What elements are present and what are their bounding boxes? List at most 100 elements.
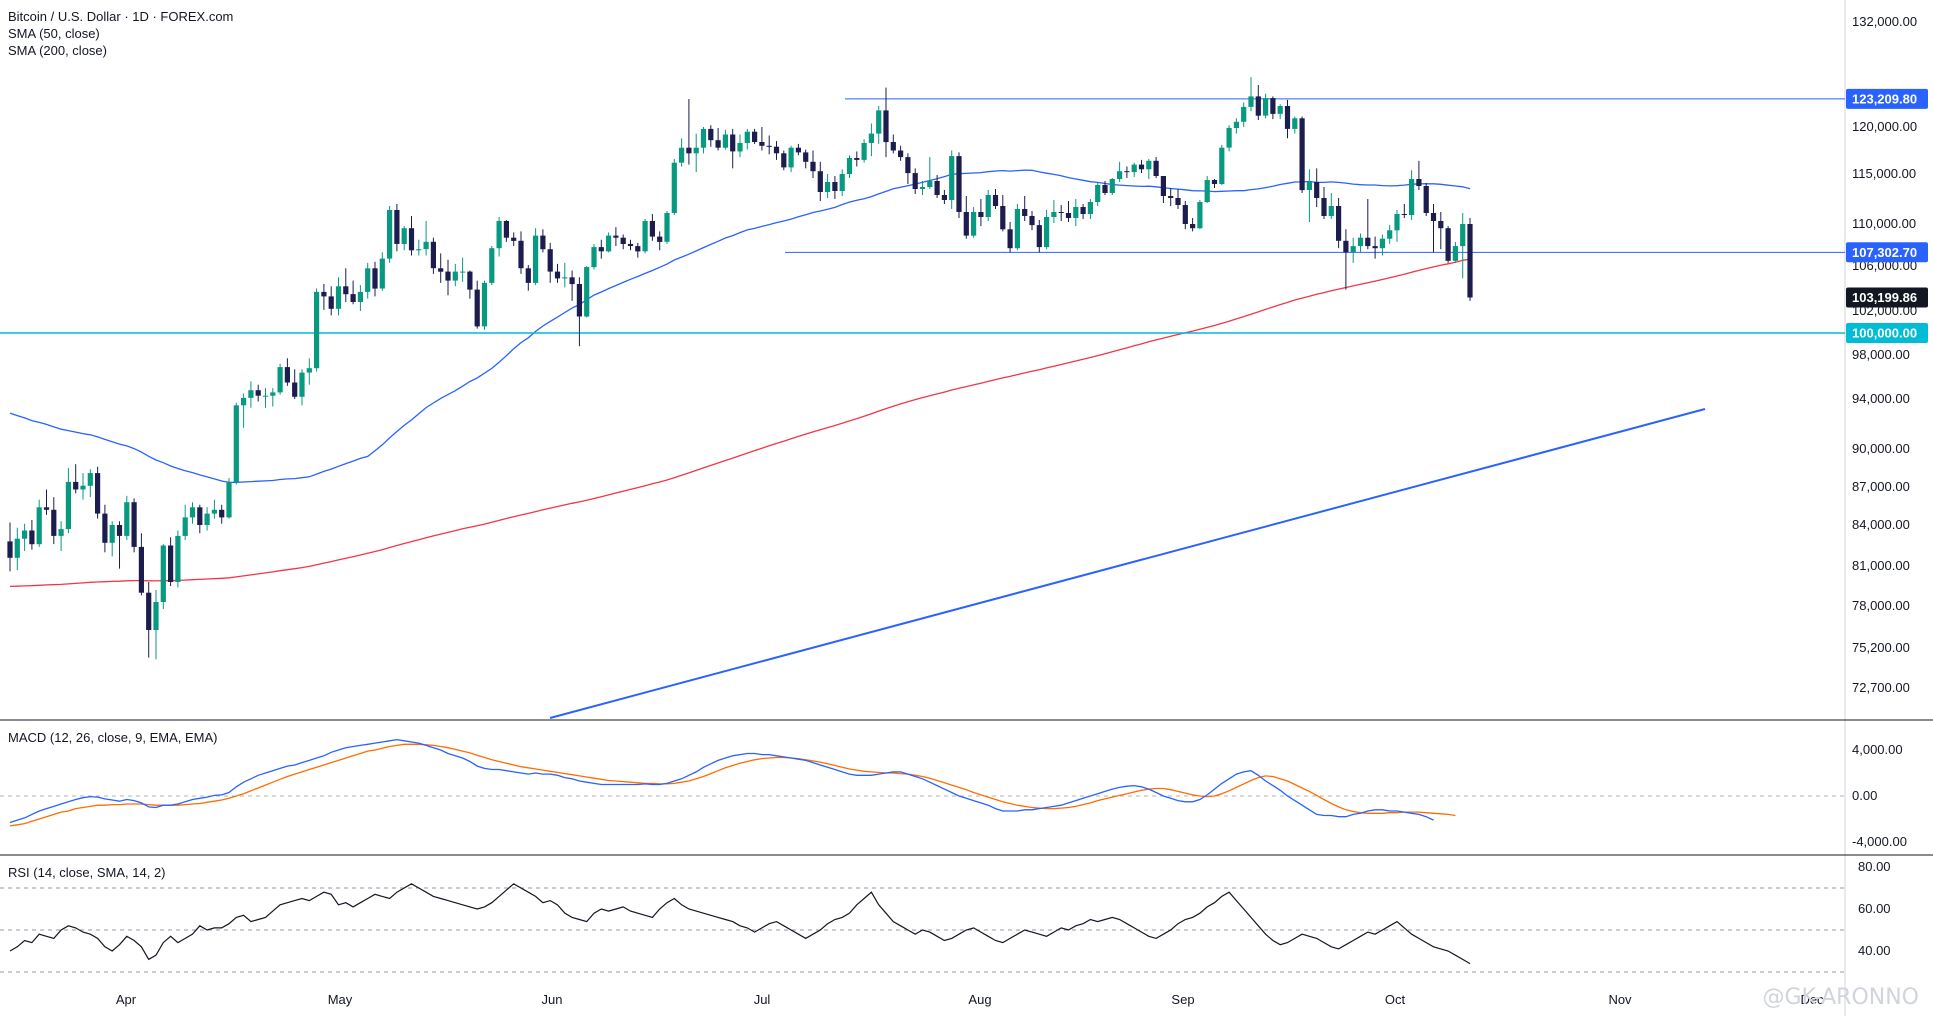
candle-up — [1233, 121, 1239, 128]
candle-down — [708, 128, 714, 141]
candle-down — [408, 228, 415, 251]
price-tick-label: 94,000.00 — [1852, 391, 1910, 406]
macd-tick-label: 0.00 — [1852, 788, 1877, 803]
rsi-tick-label: 60.00 — [1858, 901, 1891, 916]
candle-up — [357, 291, 363, 302]
rsi-legend[interactable]: RSI (14, close, SMA, 14, 2) — [8, 865, 166, 880]
candle-up — [744, 131, 750, 143]
candle-down — [51, 509, 57, 536]
candle-up — [839, 174, 845, 191]
candle-down — [1372, 246, 1378, 249]
macd-pane — [0, 738, 1845, 827]
candle-up — [876, 110, 882, 134]
candle-down — [1080, 207, 1086, 214]
candle-up — [562, 277, 568, 279]
rsi-pane — [0, 883, 1845, 973]
candle-up — [971, 212, 977, 236]
time-axis-label: Oct — [1385, 992, 1406, 1007]
candle-down — [620, 237, 626, 244]
candle-up — [299, 372, 305, 397]
macd-legend[interactable]: MACD (12, 26, close, 9, EMA, EMA) — [8, 730, 218, 745]
candle-up — [1379, 238, 1385, 249]
candle-down — [1445, 228, 1451, 261]
candle-down — [1182, 205, 1188, 224]
candle-up — [985, 195, 991, 217]
candle-down — [511, 237, 517, 241]
rsi-tick-label: 40.00 — [1858, 943, 1891, 958]
horizontal-levels-layer — [0, 98, 1845, 334]
candle-up — [1241, 106, 1247, 122]
candle-down — [1284, 106, 1291, 129]
candle-down — [810, 161, 816, 172]
candle-up — [679, 147, 685, 163]
candle-up — [642, 221, 648, 252]
price-tag-box[interactable] — [1846, 287, 1928, 308]
candle-down — [1401, 214, 1407, 215]
candle-down — [569, 277, 575, 285]
sma-50-line-layer — [9, 169, 1471, 484]
candle-down — [898, 150, 904, 158]
candle-down — [1299, 118, 1305, 191]
price-tag-label[interactable]: 123,209.80 — [1852, 91, 1917, 106]
watermark: @GK-ARONNO — [1762, 985, 1919, 1010]
price-tag-box[interactable] — [1846, 323, 1928, 343]
price-tick-label: 84,000.00 — [1852, 517, 1910, 532]
candle-up — [861, 143, 867, 160]
candle-up — [460, 271, 466, 273]
candle-up — [584, 267, 590, 317]
candle-down — [1365, 237, 1371, 247]
price-tag-label[interactable]: 103,199.86 — [1852, 290, 1917, 305]
candle-down — [1430, 213, 1437, 221]
price-tag-box[interactable] — [1846, 242, 1928, 263]
candle-down — [890, 142, 896, 151]
sma-200-legend[interactable]: SMA (200, close) — [8, 43, 107, 58]
candle-down — [1065, 213, 1072, 218]
candle-up — [387, 210, 393, 259]
candle-up — [606, 235, 612, 252]
price-axis[interactable]: 132,000.00 120,000.00 115,000.00 110,000.00… — [1846, 14, 1928, 958]
candle-down — [1321, 198, 1327, 216]
price-tick-label: 98,000.00 — [1852, 347, 1910, 362]
candle-down — [613, 235, 619, 238]
candle-down — [1153, 160, 1159, 176]
candle-down — [168, 545, 174, 582]
candle-down — [95, 473, 101, 514]
candle-down — [219, 509, 225, 518]
candle-down — [715, 140, 721, 148]
candle-down — [803, 152, 809, 162]
candle-down — [197, 507, 203, 525]
time-axis-label: Dec — [1800, 992, 1824, 1007]
candle-down — [766, 145, 772, 147]
candle-up — [365, 268, 371, 292]
price-tag-box[interactable] — [1846, 88, 1928, 109]
candle-down — [1467, 224, 1473, 298]
candle-down — [292, 382, 298, 397]
candle-up — [36, 507, 42, 545]
symbol-title[interactable]: Bitcoin / U.S. Dollar · 1D · FOREX.com — [8, 9, 234, 24]
candle-up — [22, 530, 28, 539]
price-tag-label[interactable]: 107,302.70 — [1852, 245, 1917, 260]
candle-up — [65, 481, 71, 530]
candle-down — [1336, 206, 1342, 241]
candle-up — [1204, 180, 1210, 202]
time-axis-label: Jul — [754, 992, 771, 1007]
candle-down — [963, 212, 969, 236]
sma-50-legend[interactable]: SMA (50, close) — [8, 26, 100, 41]
candle-up — [233, 405, 239, 482]
candle-down — [912, 173, 918, 189]
time-axis[interactable]: Apr May Jun Jul Aug Sep Oct Nov Dec — [116, 992, 1824, 1007]
price-tag-label[interactable]: 100,000.00 — [1852, 326, 1917, 341]
candle-down — [1036, 225, 1042, 248]
candle-up — [671, 162, 677, 213]
price-tick-label: 90,000.00 — [1852, 441, 1910, 456]
candle-down — [321, 291, 327, 297]
candle-up — [1073, 207, 1079, 218]
candle-up — [1131, 164, 1137, 173]
candle-up — [1146, 160, 1152, 170]
candle-down — [576, 284, 582, 317]
candle-down — [474, 289, 480, 327]
sma-200-line — [9, 258, 1471, 588]
candle-down — [1029, 216, 1035, 226]
